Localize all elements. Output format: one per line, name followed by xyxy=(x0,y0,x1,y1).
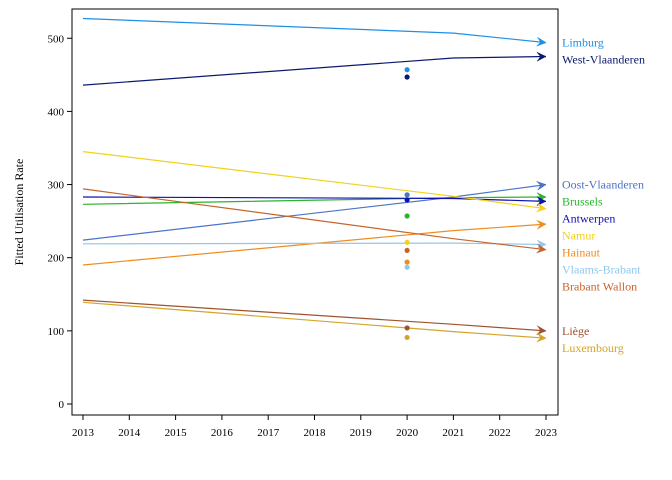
series-line xyxy=(82,301,547,339)
series-line xyxy=(82,242,547,246)
x-tick-label: 2023 xyxy=(535,427,558,439)
x-tick-label: 2019 xyxy=(350,427,373,439)
data-point xyxy=(404,264,410,270)
series-label: Liège xyxy=(562,324,589,338)
series-line xyxy=(82,299,547,332)
x-axis: 2013 2014 2015 2016 2017 2018 2019 2020 2021 2022… xyxy=(72,415,558,439)
data-point xyxy=(404,239,410,245)
x-tick-label: 2020 xyxy=(396,427,419,439)
x-tick-label: 2015 xyxy=(165,427,188,439)
series-label: West-Vlaanderen xyxy=(562,53,645,67)
series-label: Brussels xyxy=(562,195,603,209)
y-tick-label: 200 xyxy=(48,253,65,265)
data-point xyxy=(404,259,410,265)
y-tick-label: 100 xyxy=(48,326,65,338)
x-tick-label: 2016 xyxy=(211,427,234,439)
data-point xyxy=(404,192,410,198)
series-line xyxy=(82,17,547,44)
series-label: Oost-Vlaanderen xyxy=(562,178,644,192)
y-tick-label: 500 xyxy=(48,33,65,45)
series-line xyxy=(82,196,547,202)
data-point xyxy=(404,67,410,73)
data-point xyxy=(404,197,410,203)
x-tick-label: 2018 xyxy=(304,427,327,439)
series-arrowhead xyxy=(536,219,547,230)
series-line xyxy=(82,55,547,86)
x-tick-label: 2021 xyxy=(442,427,464,439)
y-tick-label: 0 xyxy=(59,399,65,411)
series-label: Hainaut xyxy=(562,246,601,260)
series-arrowhead xyxy=(536,243,547,254)
data-point xyxy=(404,247,410,253)
data-point xyxy=(404,213,410,219)
y-axis-title: Fitted Utilisation Rate xyxy=(12,159,26,266)
series-layer xyxy=(82,17,547,343)
series-arrowhead xyxy=(536,181,547,191)
series-label: Luxembourg xyxy=(562,341,624,355)
points-layer xyxy=(404,67,410,341)
y-tick-label: 400 xyxy=(48,106,65,118)
series-label: Limburg xyxy=(562,36,604,50)
y-axis: 0 100 200 300 400 500 xyxy=(48,33,72,411)
data-point xyxy=(404,325,410,331)
series-label: Namur xyxy=(562,229,595,243)
y-tick-label: 300 xyxy=(48,180,65,192)
series-arrowhead xyxy=(536,196,547,206)
data-point xyxy=(404,334,410,341)
series-labels: Limburg West-Vlaanderen Oost-Vlaanderen Bru… xyxy=(562,36,645,355)
series-arrowhead xyxy=(536,51,547,62)
x-tick-label: 2014 xyxy=(118,427,141,439)
x-tick-label: 2013 xyxy=(72,427,95,439)
series-line xyxy=(82,223,547,266)
series-line xyxy=(82,196,547,205)
series-line xyxy=(82,184,547,241)
series-label: Brabant Wallon xyxy=(562,280,637,294)
series-line xyxy=(82,188,547,251)
x-tick-label: 2017 xyxy=(257,427,280,439)
series-label: Antwerpen xyxy=(562,212,615,226)
series-arrowhead xyxy=(536,37,547,47)
series-label: Vlaams-Brabant xyxy=(562,263,641,277)
series-arrowhead xyxy=(536,332,547,343)
x-tick-label: 2022 xyxy=(489,427,511,439)
series-line xyxy=(82,151,547,210)
plot-frame xyxy=(71,8,559,416)
series-arrowhead xyxy=(536,202,547,213)
data-point xyxy=(404,74,410,80)
series-arrowhead xyxy=(536,325,547,335)
